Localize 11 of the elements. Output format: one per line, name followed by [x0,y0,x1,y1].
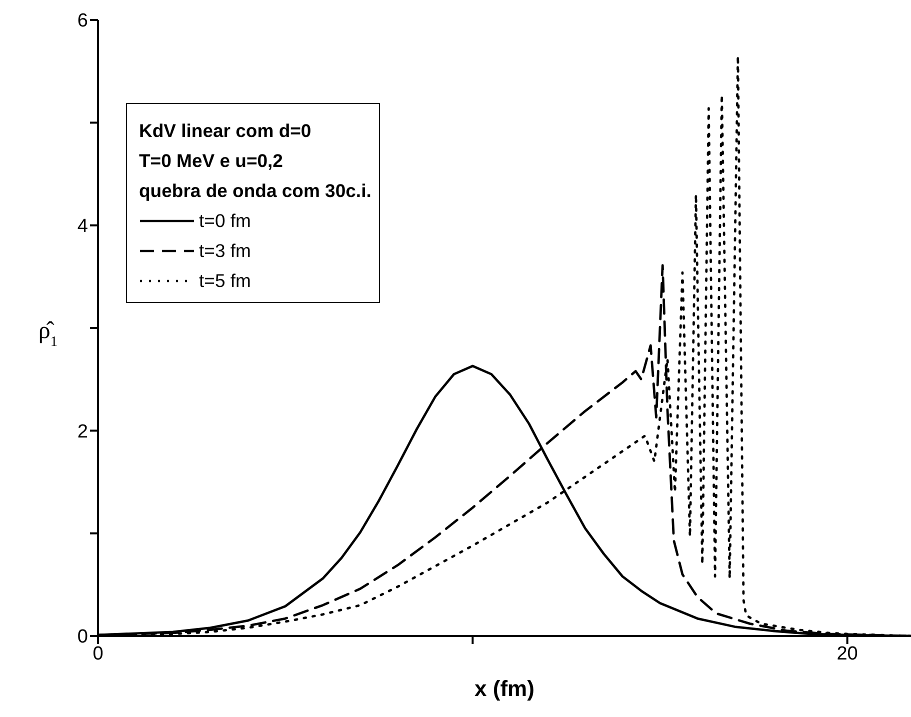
x-tick-label: 20 [836,643,858,664]
legend-label: t=5 fm [199,269,251,293]
legend-label: t=3 fm [199,239,251,263]
y-axis-title: ρ̂$_{1}$ [38,318,58,350]
x-axis-title: x (fm) [474,676,534,701]
y-tick-label: 2 [77,421,88,442]
legend-label: t=0 fm [199,209,251,233]
y-tick-label: 0 [77,626,88,648]
legend-title: KdV linear com d=0 T=0 MeV e u=0,2 quebra de onda com 30c.i. [139,119,372,203]
y-tick-label: 6 [77,10,88,32]
y-tick-label: 4 [77,216,88,238]
